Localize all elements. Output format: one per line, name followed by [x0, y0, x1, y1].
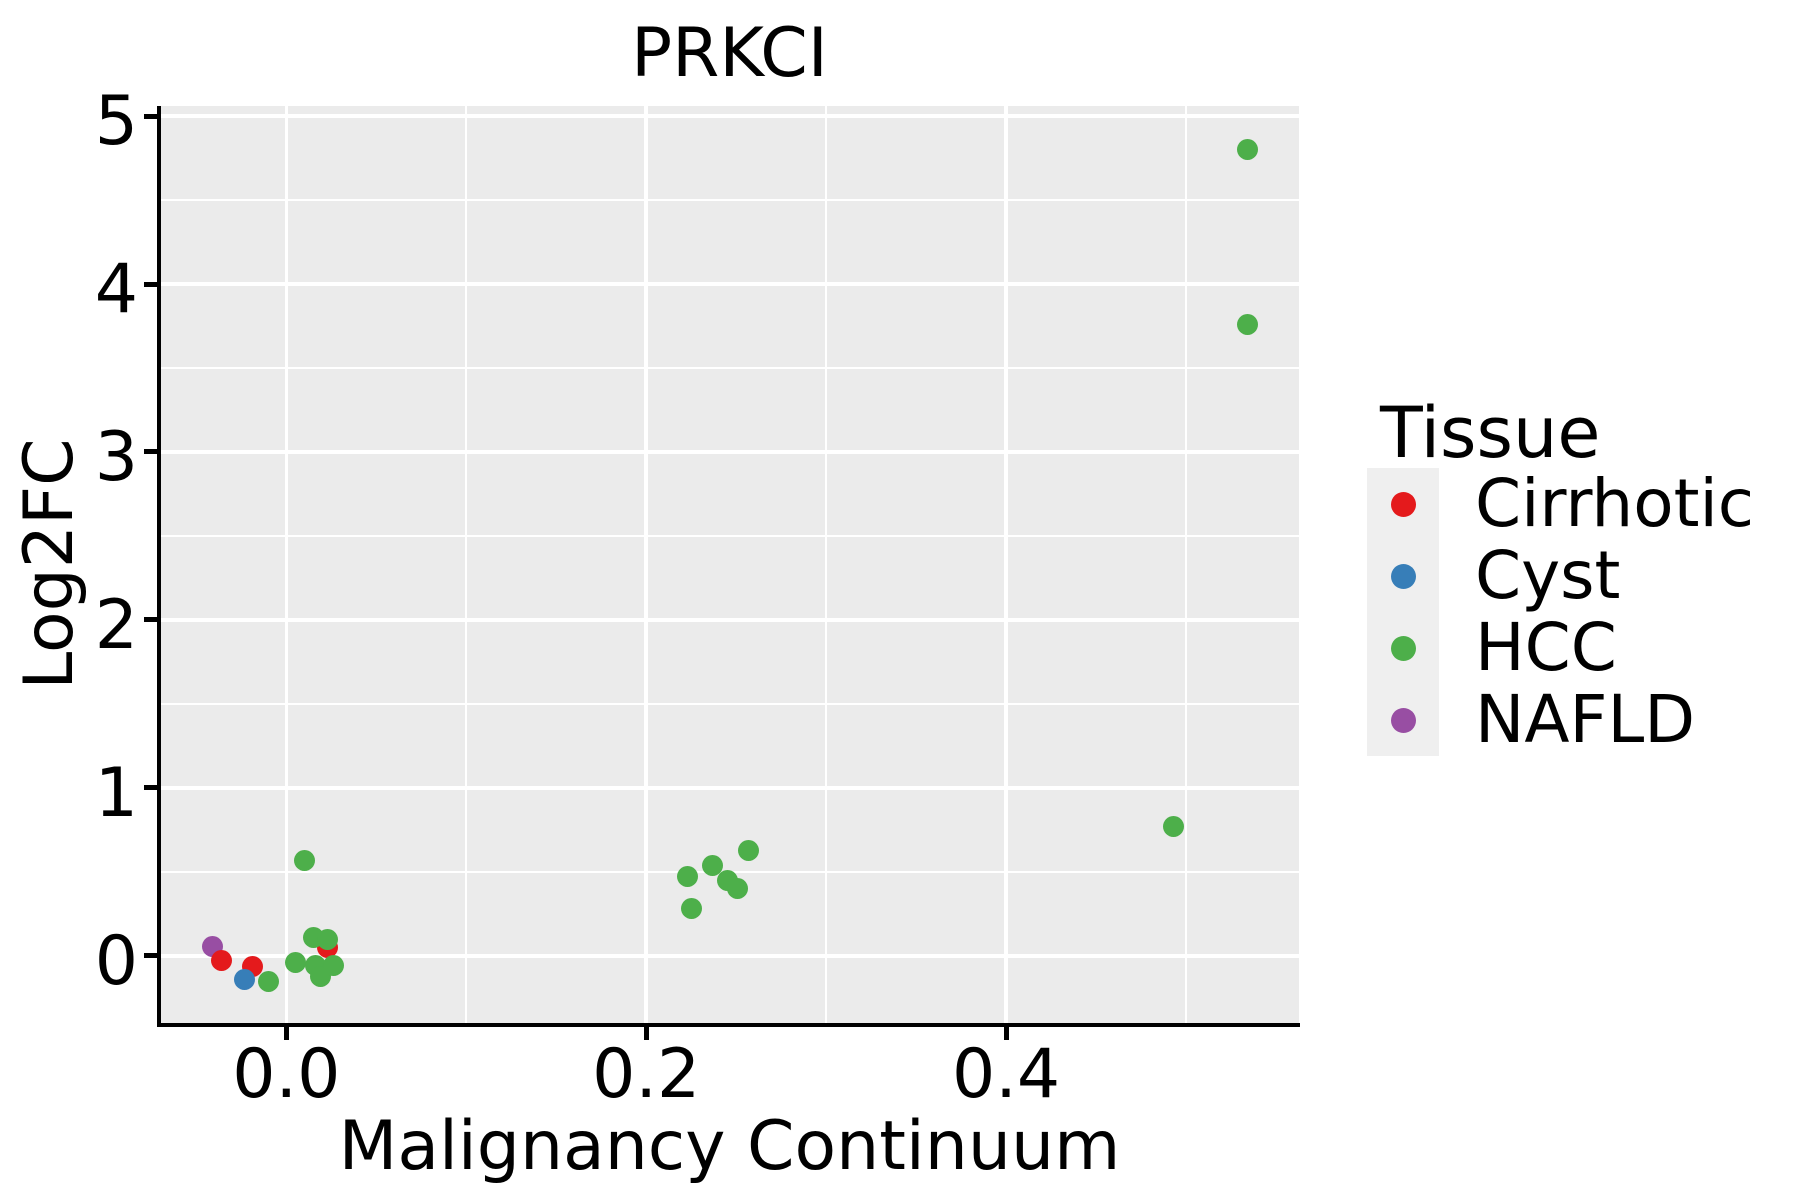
y-gridline-major [160, 954, 1299, 958]
plot-title: PRKCI [631, 14, 828, 93]
scatter-point-hcc [1162, 816, 1184, 837]
y-gridline-minor [160, 702, 1299, 705]
x-tick [1003, 1027, 1009, 1040]
scatter-point-cirrhotic [211, 950, 233, 972]
y-gridline-major [160, 282, 1299, 286]
legend-dot-cirrhotic [1390, 491, 1416, 517]
x-axis-spine [156, 1023, 1300, 1027]
legend-dot-nafld [1390, 707, 1416, 733]
scatter-point-cyst [234, 968, 256, 990]
x-tick-label: 0.4 [951, 1035, 1061, 1114]
y-tick-label: 4 [94, 250, 138, 330]
y-tick-label: 1 [94, 753, 138, 833]
x-tick [283, 1027, 289, 1040]
legend-label-cirrhotic: Cirrhotic [1475, 465, 1755, 542]
legend-key-nafld [1367, 684, 1439, 756]
scatter-point-hcc [317, 928, 339, 950]
scatter-point-hcc [1236, 313, 1258, 335]
scatter-point-hcc [702, 854, 724, 876]
plot-panel [160, 106, 1299, 1023]
y-gridline-minor [160, 535, 1299, 537]
y-axis-title: Log2FC [10, 438, 89, 690]
y-tick [143, 449, 157, 455]
legend-key-hcc [1367, 612, 1439, 684]
x-tick-label: 0.2 [592, 1035, 701, 1114]
y-gridline-major [160, 450, 1299, 454]
scatter-point-hcc [677, 866, 699, 888]
x-gridline-major [644, 106, 648, 1023]
x-gridline-major [284, 106, 289, 1023]
scatter-point-hcc [1236, 139, 1258, 161]
y-tick [143, 113, 157, 119]
y-gridline-major [160, 786, 1299, 790]
legend-label-nafld: NAFLD [1475, 681, 1696, 758]
scatter-point-hcc [284, 952, 306, 974]
x-gridline-major [1004, 106, 1008, 1023]
y-tick-label: 0 [94, 921, 138, 1001]
y-tick-label: 5 [94, 82, 138, 162]
x-gridline-minor [825, 106, 828, 1023]
x-gridline-minor [1185, 106, 1187, 1023]
scatter-point-hcc [257, 970, 279, 992]
scatter-point-hcc [680, 898, 702, 920]
y-gridline-minor [160, 199, 1299, 201]
x-tick-label: 0.0 [232, 1035, 341, 1114]
y-tick-label: 3 [94, 417, 138, 497]
scatter-point-hcc [727, 878, 749, 900]
legend-label-cyst: Cyst [1475, 537, 1621, 614]
legend-label-hcc: HCC [1475, 609, 1617, 686]
legend-key-cirrhotic [1367, 468, 1439, 540]
y-tick-label: 2 [94, 585, 138, 665]
x-gridline-minor [465, 106, 468, 1023]
legend-title: Tissue [1380, 392, 1601, 474]
scatter-point-hcc [738, 839, 760, 861]
y-tick [143, 617, 157, 623]
y-axis-spine [156, 106, 161, 1027]
x-axis-title: Malignancy Continuum [338, 1107, 1121, 1186]
legend-key-cyst [1367, 540, 1439, 612]
scatter-point-hcc [322, 954, 344, 976]
y-tick [143, 785, 157, 791]
x-tick [643, 1027, 649, 1040]
y-gridline-minor [160, 367, 1299, 369]
y-tick [143, 281, 157, 287]
y-gridline-major [160, 618, 1299, 622]
y-gridline-major [160, 114, 1299, 118]
legend-dot-cyst [1390, 563, 1416, 589]
y-tick [143, 953, 157, 959]
legend-dot-hcc [1390, 635, 1416, 661]
scatter-point-hcc [293, 849, 315, 871]
